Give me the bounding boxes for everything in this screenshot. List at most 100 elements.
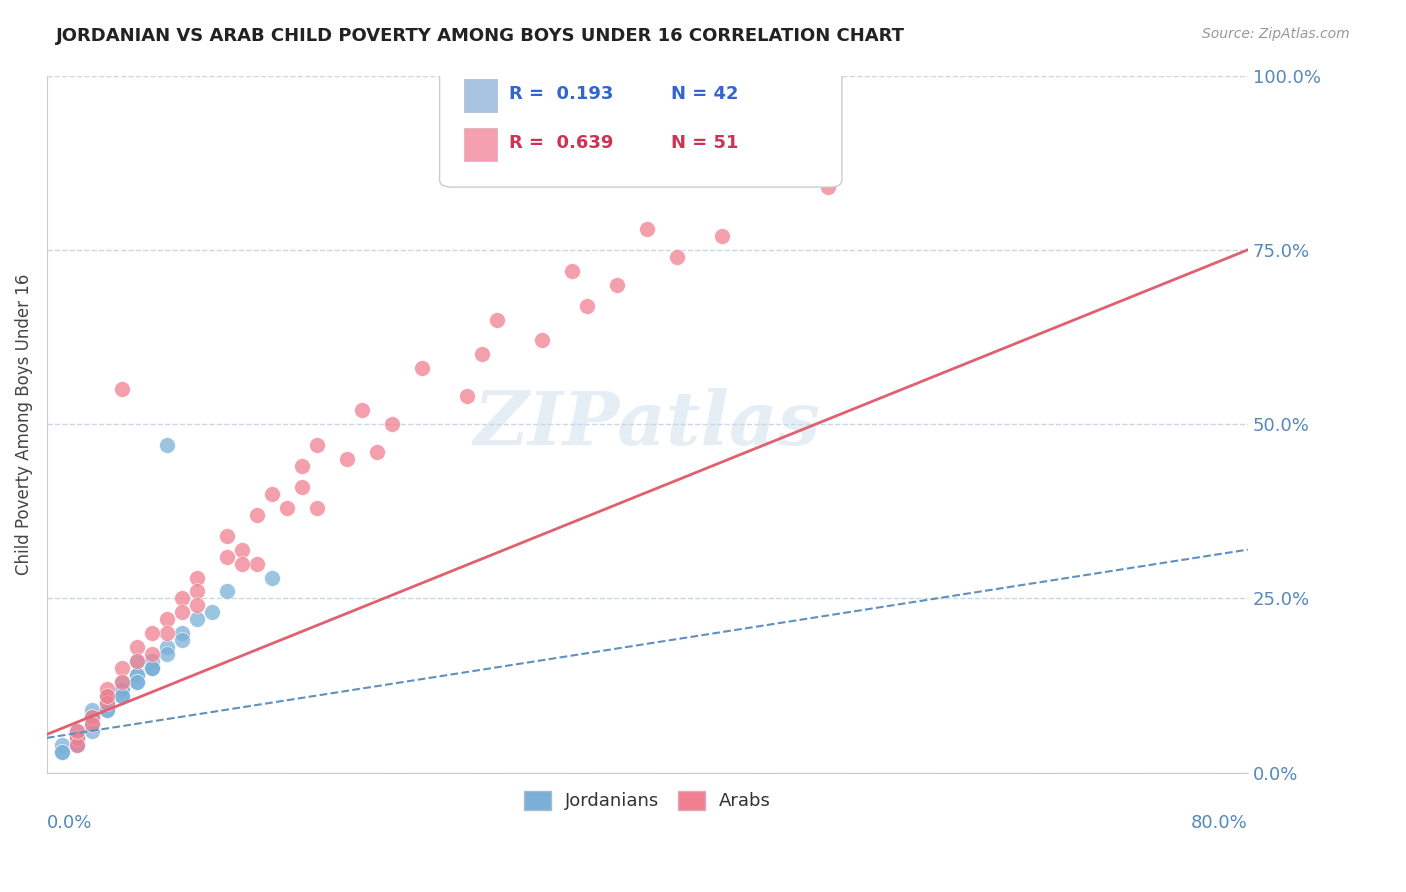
Point: [156, 438, 179, 452]
Point: [186, 570, 208, 584]
Point: [125, 654, 148, 668]
Point: [246, 557, 269, 571]
Text: N = 51: N = 51: [672, 134, 740, 153]
Point: [80, 723, 103, 738]
Text: 80.0%: 80.0%: [1191, 814, 1249, 832]
Text: R =  0.193: R = 0.193: [509, 86, 613, 103]
Point: [111, 689, 134, 703]
Point: [111, 382, 134, 396]
Point: [125, 654, 148, 668]
Point: [66, 723, 89, 738]
Point: [170, 626, 193, 640]
Point: [51, 745, 73, 759]
Point: [666, 250, 689, 264]
FancyBboxPatch shape: [464, 79, 498, 112]
Point: [186, 612, 208, 626]
Point: [80, 717, 103, 731]
Point: [111, 675, 134, 690]
Point: [96, 696, 118, 710]
Point: [276, 500, 298, 515]
Point: [80, 710, 103, 724]
Point: [66, 731, 89, 745]
FancyBboxPatch shape: [440, 65, 842, 187]
Text: 0.0%: 0.0%: [46, 814, 93, 832]
Point: [66, 738, 89, 752]
Point: [125, 675, 148, 690]
Point: [170, 606, 193, 620]
Point: [141, 661, 163, 675]
Point: [111, 689, 134, 703]
Point: [531, 334, 554, 348]
Point: [186, 599, 208, 613]
Point: [381, 417, 404, 431]
Point: [96, 703, 118, 717]
Point: [96, 681, 118, 696]
Point: [66, 731, 89, 745]
Point: [711, 228, 734, 243]
Point: [66, 731, 89, 745]
Point: [141, 626, 163, 640]
Point: [262, 570, 284, 584]
Point: [471, 347, 494, 361]
Point: [51, 738, 73, 752]
Point: [262, 487, 284, 501]
Point: [96, 689, 118, 703]
Point: [366, 445, 388, 459]
Point: [156, 626, 179, 640]
Point: [291, 458, 314, 473]
Point: [156, 647, 179, 661]
Text: R =  0.639: R = 0.639: [509, 134, 613, 153]
Point: [111, 681, 134, 696]
Point: [66, 738, 89, 752]
Point: [336, 452, 359, 467]
Legend: Jordanians, Arabs: Jordanians, Arabs: [515, 782, 780, 820]
Point: [576, 299, 599, 313]
Point: [170, 633, 193, 648]
Point: [111, 675, 134, 690]
Point: [817, 180, 839, 194]
Point: [66, 723, 89, 738]
Point: [215, 549, 238, 564]
Point: [80, 710, 103, 724]
Point: [696, 152, 718, 166]
Point: [66, 738, 89, 752]
Point: [125, 675, 148, 690]
Point: [231, 542, 253, 557]
Point: [125, 668, 148, 682]
Point: [486, 312, 509, 326]
Point: [141, 661, 163, 675]
Point: [125, 668, 148, 682]
Point: [307, 500, 329, 515]
Point: [80, 717, 103, 731]
Point: [215, 584, 238, 599]
Point: [125, 640, 148, 655]
Point: [96, 689, 118, 703]
FancyBboxPatch shape: [464, 128, 498, 161]
Text: JORDANIAN VS ARAB CHILD POVERTY AMONG BOYS UNDER 16 CORRELATION CHART: JORDANIAN VS ARAB CHILD POVERTY AMONG BO…: [56, 27, 905, 45]
Point: [156, 612, 179, 626]
Point: [96, 696, 118, 710]
Text: Source: ZipAtlas.com: Source: ZipAtlas.com: [1202, 27, 1350, 41]
Text: ZIPatlas: ZIPatlas: [474, 388, 821, 460]
Point: [111, 661, 134, 675]
Point: [170, 591, 193, 606]
Point: [201, 606, 224, 620]
Point: [246, 508, 269, 522]
Point: [456, 389, 478, 403]
Point: [80, 717, 103, 731]
Point: [141, 647, 163, 661]
Point: [80, 710, 103, 724]
Point: [561, 264, 583, 278]
Point: [51, 745, 73, 759]
Point: [411, 361, 433, 376]
Point: [141, 654, 163, 668]
Point: [215, 529, 238, 543]
Point: [156, 640, 179, 655]
Point: [186, 584, 208, 599]
Point: [96, 696, 118, 710]
Text: N = 42: N = 42: [672, 86, 740, 103]
Point: [231, 557, 253, 571]
Point: [606, 277, 628, 292]
Point: [96, 703, 118, 717]
Point: [141, 661, 163, 675]
